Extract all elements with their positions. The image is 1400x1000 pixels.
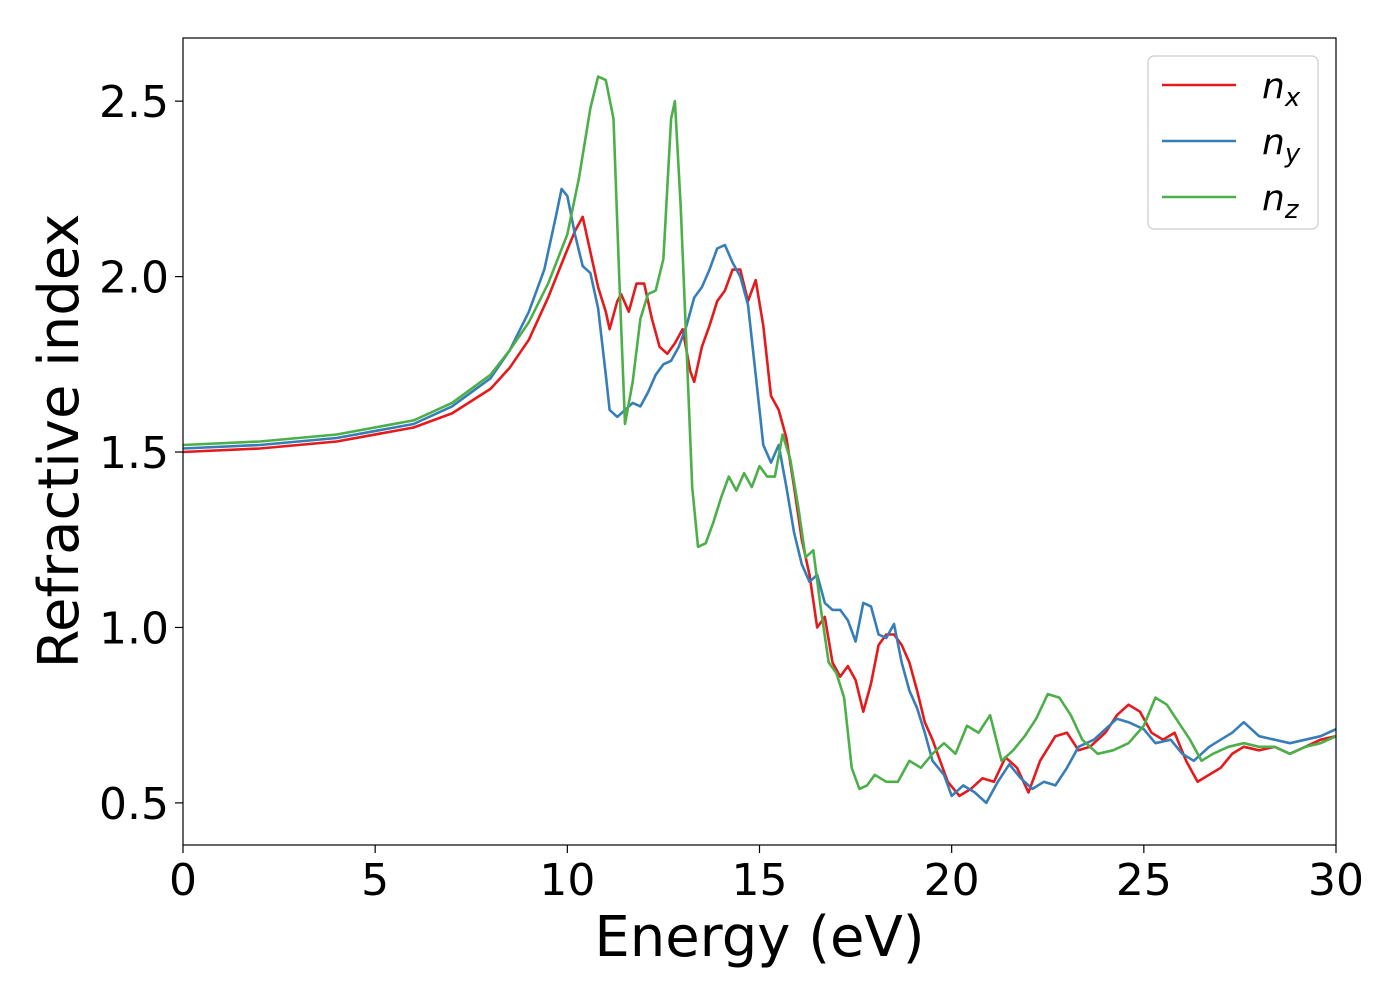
x-axis-ticks: 0 5 10 15 20 25 30 bbox=[169, 845, 1364, 906]
x-tick-label: 25 bbox=[1116, 855, 1172, 906]
legend-box bbox=[1147, 55, 1319, 230]
x-tick-label: 30 bbox=[1308, 855, 1364, 906]
legend-label-x: nx bbox=[1262, 66, 1301, 113]
plot-background bbox=[183, 38, 1336, 845]
x-axis-label: Energy (eV) bbox=[594, 905, 924, 970]
x-tick-label: 5 bbox=[361, 855, 389, 906]
x-tick-label: 20 bbox=[924, 855, 980, 906]
y-tick-label: 1.0 bbox=[99, 603, 169, 654]
x-tick-label: 0 bbox=[169, 855, 197, 906]
y-tick-label: 0.5 bbox=[99, 779, 169, 830]
series-line-z bbox=[182, 75, 1337, 791]
x-tick-label: 10 bbox=[539, 855, 595, 906]
y-axis-label: Refractive index bbox=[27, 214, 92, 669]
y-tick-label: 2.0 bbox=[99, 253, 169, 304]
legend-label-y: ny bbox=[1262, 122, 1301, 169]
series-lines bbox=[182, 75, 1337, 805]
y-axis-ticks: 0.5 1.0 1.5 2.0 2.5 bbox=[99, 77, 183, 830]
y-tick-label: 2.5 bbox=[99, 77, 169, 128]
series-line-y bbox=[182, 187, 1337, 805]
x-tick-label: 15 bbox=[732, 855, 788, 906]
y-tick-label: 1.5 bbox=[99, 428, 169, 479]
legend-label-z: nz bbox=[1262, 178, 1300, 225]
legend: nx ny nz bbox=[1147, 55, 1319, 230]
series-line-x bbox=[182, 215, 1337, 798]
